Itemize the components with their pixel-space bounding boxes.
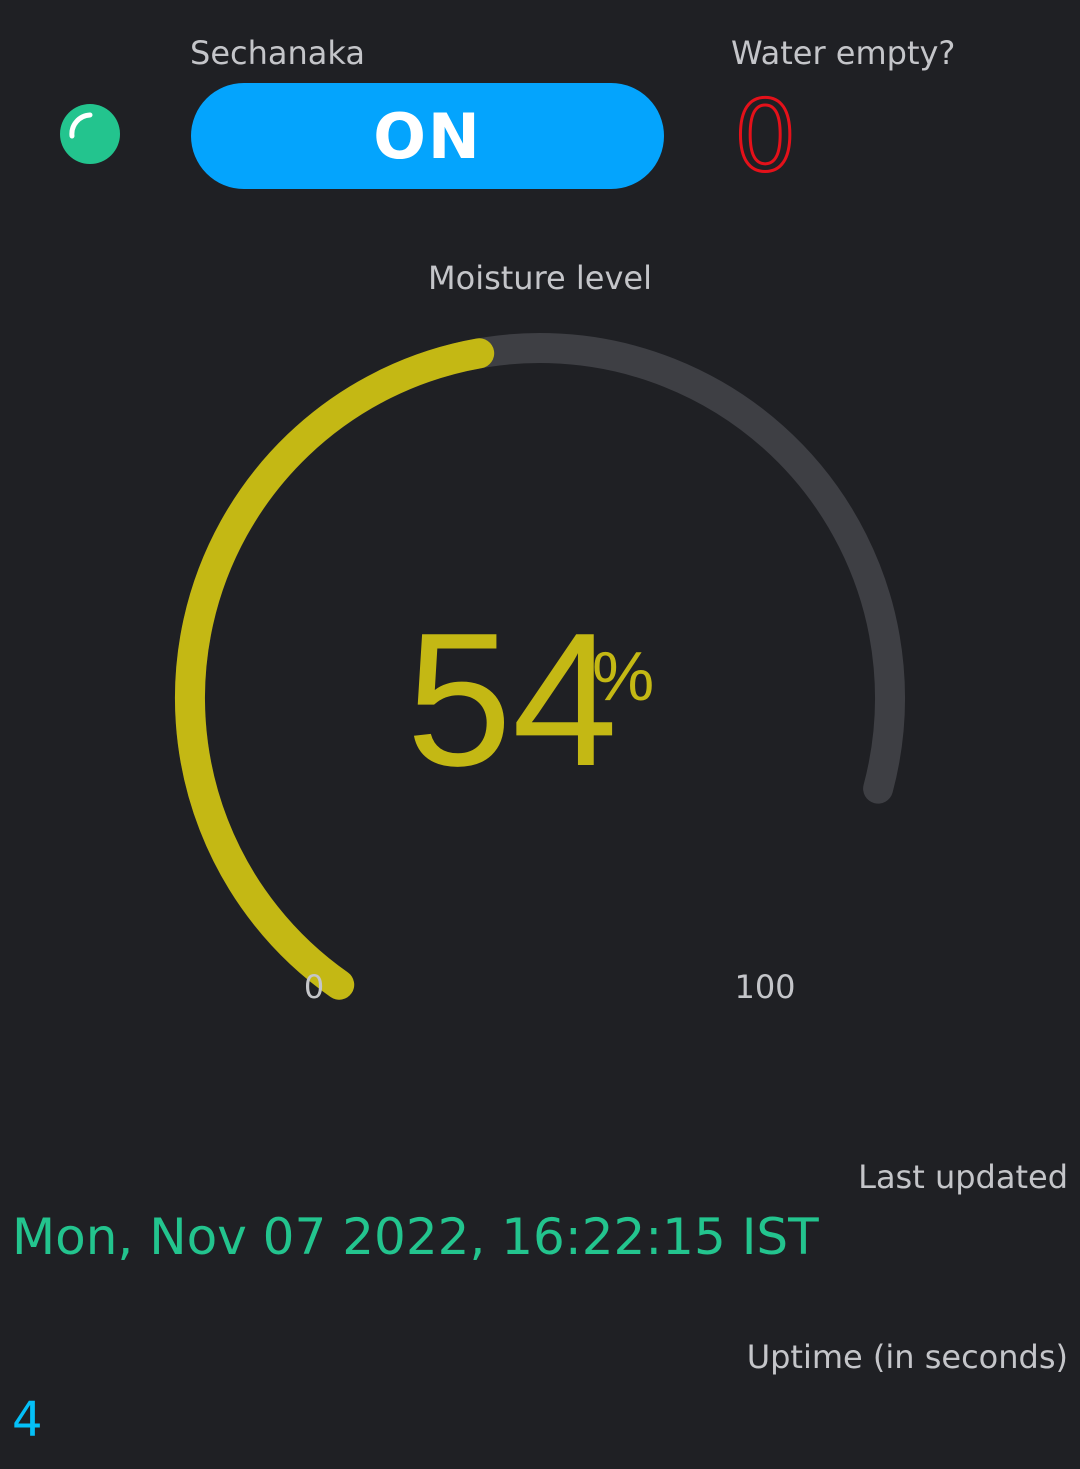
water-empty-label: Water empty?	[731, 34, 956, 72]
water-empty-value: 0	[732, 80, 797, 194]
power-toggle-button[interactable]: ON	[191, 83, 664, 189]
gauge-value: 54	[406, 594, 617, 806]
last-updated-value: Mon, Nov 07 2022, 16:22:15 IST	[12, 1208, 819, 1266]
gauge-title: Moisture level	[428, 259, 652, 297]
gauge-max-label: 100	[734, 968, 795, 1006]
status-led	[58, 102, 122, 166]
last-updated-label: Last updated	[858, 1158, 1068, 1196]
gauge-min-label: 0	[304, 968, 324, 1006]
gauge-unit: %	[592, 637, 654, 715]
led-icon	[60, 104, 120, 164]
gauge-fill	[174, 338, 495, 1000]
uptime-label: Uptime (in seconds)	[746, 1338, 1068, 1376]
uptime-value: 4	[12, 1392, 43, 1448]
moisture-gauge: 54 % 0 100	[0, 300, 1080, 1020]
toggle-label: Sechanaka	[190, 34, 365, 72]
